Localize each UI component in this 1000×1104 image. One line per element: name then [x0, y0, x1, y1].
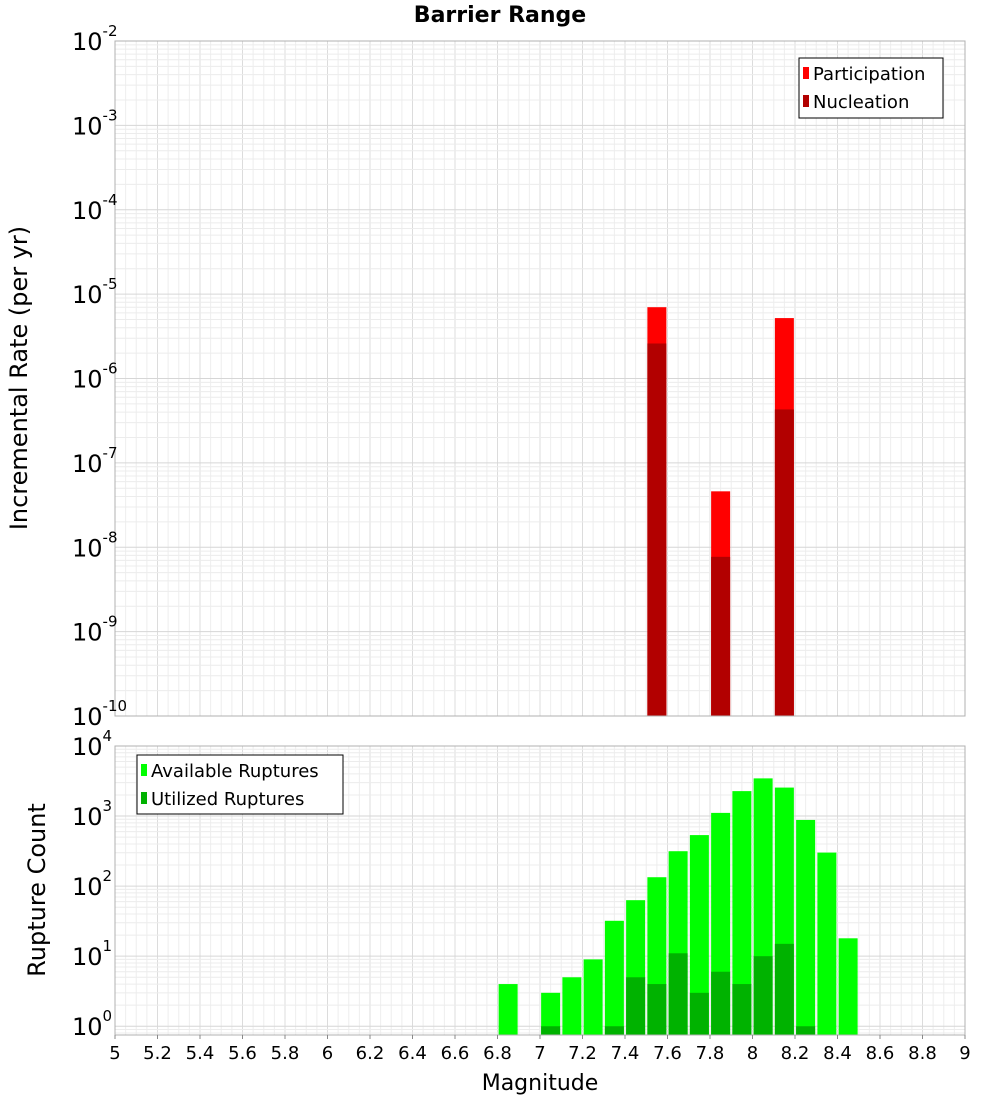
x-tick-label: 6.4	[398, 1043, 427, 1064]
bar	[774, 943, 794, 1035]
legend-label: Utilized Ruptures	[151, 789, 304, 810]
x-axis-ticks: 5 5.2 5.4 5.6 5.8 6 6.2 6.4 6.6 6.8 7 7.2 7.4 7.6 7.8 8…	[109, 1035, 971, 1064]
x-tick-label: 7.4	[611, 1043, 640, 1064]
legend-swatch	[141, 792, 147, 804]
bar	[796, 819, 816, 1035]
bar	[541, 1026, 561, 1035]
x-tick-label: 6.6	[441, 1043, 470, 1064]
y-tick-label: 104	[72, 727, 112, 761]
y-tick-label: 101	[72, 937, 112, 971]
legend-label: Available Ruptures	[151, 761, 319, 782]
bar	[562, 977, 582, 1035]
bar	[711, 556, 731, 716]
x-tick-label: 6	[322, 1043, 333, 1064]
x-tick-label: 9	[959, 1043, 970, 1064]
legend: Participation Nucleation	[798, 57, 944, 119]
bar	[774, 409, 794, 716]
bar	[647, 343, 667, 716]
x-tick-label: 7.6	[653, 1043, 682, 1064]
bar	[541, 992, 561, 1035]
bar	[668, 953, 688, 1035]
bar	[583, 959, 603, 1035]
chart-panel-1: 10-10 10-9 10-8 10-7 10-6 10-5 10-4 10-3 10-2 Bar…	[5, 3, 966, 731]
bar	[626, 977, 646, 1035]
bar	[711, 971, 731, 1035]
y-tick-label: 10-6	[72, 360, 118, 394]
chart-title: Barrier Range	[414, 3, 586, 28]
y-tick-label: 10-8	[72, 528, 118, 562]
bar	[689, 992, 709, 1035]
bar	[689, 835, 709, 1035]
grid-lines	[114, 40, 966, 717]
y-axis-label: Rupture Count	[23, 803, 51, 977]
x-tick-label: 7	[534, 1043, 545, 1064]
legend-box	[136, 754, 344, 815]
bar	[604, 1026, 624, 1035]
x-tick-label: 7.2	[568, 1043, 597, 1064]
x-tick-label: 6.8	[483, 1043, 512, 1064]
legend-swatch	[141, 764, 147, 776]
x-tick-label: 8.8	[908, 1043, 937, 1064]
y-axis-ticks: 100 101 102 103 104	[72, 727, 112, 1041]
legend-swatch	[803, 95, 809, 107]
x-tick-label: 5.4	[186, 1043, 215, 1064]
y-tick-label: 10-3	[72, 106, 118, 140]
x-tick-label: 5	[109, 1043, 120, 1064]
legend-label: Participation	[813, 64, 925, 85]
series-available-ruptures	[498, 778, 858, 1035]
y-axis-ticks: 10-10 10-9 10-8 10-7 10-6 10-5 10-4 10-3 10-2	[72, 22, 127, 731]
bar	[796, 1026, 816, 1035]
series-utilized-ruptures	[541, 943, 816, 1035]
chart-panel-2: 100 101 102 103 104 5 5.2 5.4 5.6 5.8 6 6.2 6.4 6.6 6.…	[23, 727, 971, 1096]
x-tick-label: 8.2	[781, 1043, 810, 1064]
bar	[732, 791, 752, 1035]
series-nucleation	[647, 343, 794, 716]
legend: Available Ruptures Utilized Ruptures	[136, 754, 344, 815]
x-tick-label: 6.2	[356, 1043, 385, 1064]
y-tick-label: 102	[72, 867, 112, 901]
bar	[647, 984, 667, 1035]
y-tick-label: 10-7	[72, 444, 118, 478]
y-tick-label: 10-9	[72, 613, 118, 647]
y-tick-label: 10-4	[72, 191, 118, 225]
y-tick-label: 10-2	[72, 22, 118, 56]
y-tick-label: 10-5	[72, 275, 118, 309]
x-tick-label: 8.6	[866, 1043, 895, 1064]
bar	[817, 852, 837, 1035]
legend-label: Nucleation	[813, 92, 909, 113]
y-tick-label: 10-10	[72, 697, 127, 731]
legend-box	[798, 57, 944, 119]
x-tick-label: 7.8	[696, 1043, 725, 1064]
bar	[753, 956, 773, 1035]
x-axis-label: Magnitude	[482, 1071, 599, 1096]
bar	[498, 984, 518, 1035]
x-tick-label: 5.6	[228, 1043, 257, 1064]
bar	[604, 920, 624, 1035]
y-tick-label: 100	[72, 1007, 112, 1041]
legend-swatch	[803, 67, 809, 79]
y-axis-label: Incremental Rate (per yr)	[5, 226, 33, 530]
bar	[732, 984, 752, 1035]
x-tick-label: 5.2	[143, 1043, 172, 1064]
plot-frame	[114, 40, 966, 717]
x-tick-label: 5.8	[271, 1043, 300, 1064]
x-tick-label: 8	[747, 1043, 758, 1064]
y-tick-label: 103	[72, 797, 112, 831]
x-tick-label: 8.4	[823, 1043, 852, 1064]
bar	[838, 938, 858, 1035]
